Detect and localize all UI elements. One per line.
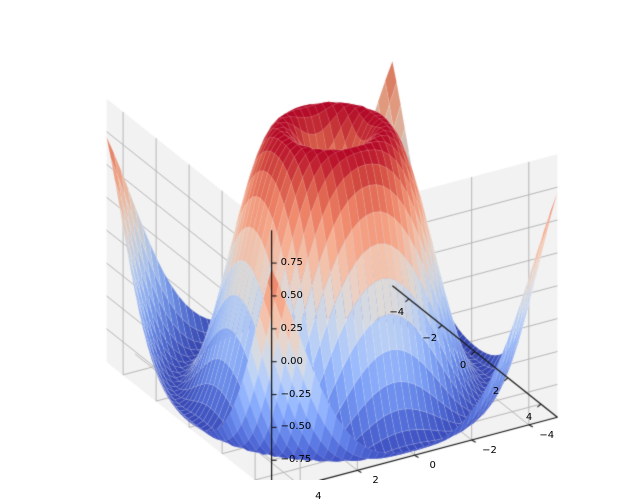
z-tick-label-3: 0.00 — [280, 355, 303, 367]
z-tick-label-4: 0.25 — [280, 322, 303, 334]
surface-plot-3d — [0, 0, 640, 480]
y-tick-label-3: 2 — [372, 475, 379, 487]
y-tick-label-2: 0 — [429, 460, 436, 472]
x-tick-label-1: −2 — [422, 333, 438, 345]
y-tick-label-4: 4 — [315, 490, 322, 502]
z-tick-label-1: −0.50 — [280, 421, 312, 433]
z-tick-label-2: −0.25 — [280, 388, 312, 400]
y-tick-label-0: −4 — [539, 429, 555, 441]
x-tick-label-3: 2 — [492, 385, 500, 397]
z-tick-label-0: −0.75 — [280, 454, 312, 466]
x-tick-label-2: 0 — [459, 359, 467, 371]
z-tick-label-6: 0.75 — [280, 257, 303, 269]
z-tick-label-5: 0.50 — [280, 289, 303, 301]
y-tick-label-1: −2 — [482, 445, 497, 456]
x-tick-label-0: −4 — [389, 306, 405, 318]
x-tick-label-4: 4 — [525, 412, 533, 424]
